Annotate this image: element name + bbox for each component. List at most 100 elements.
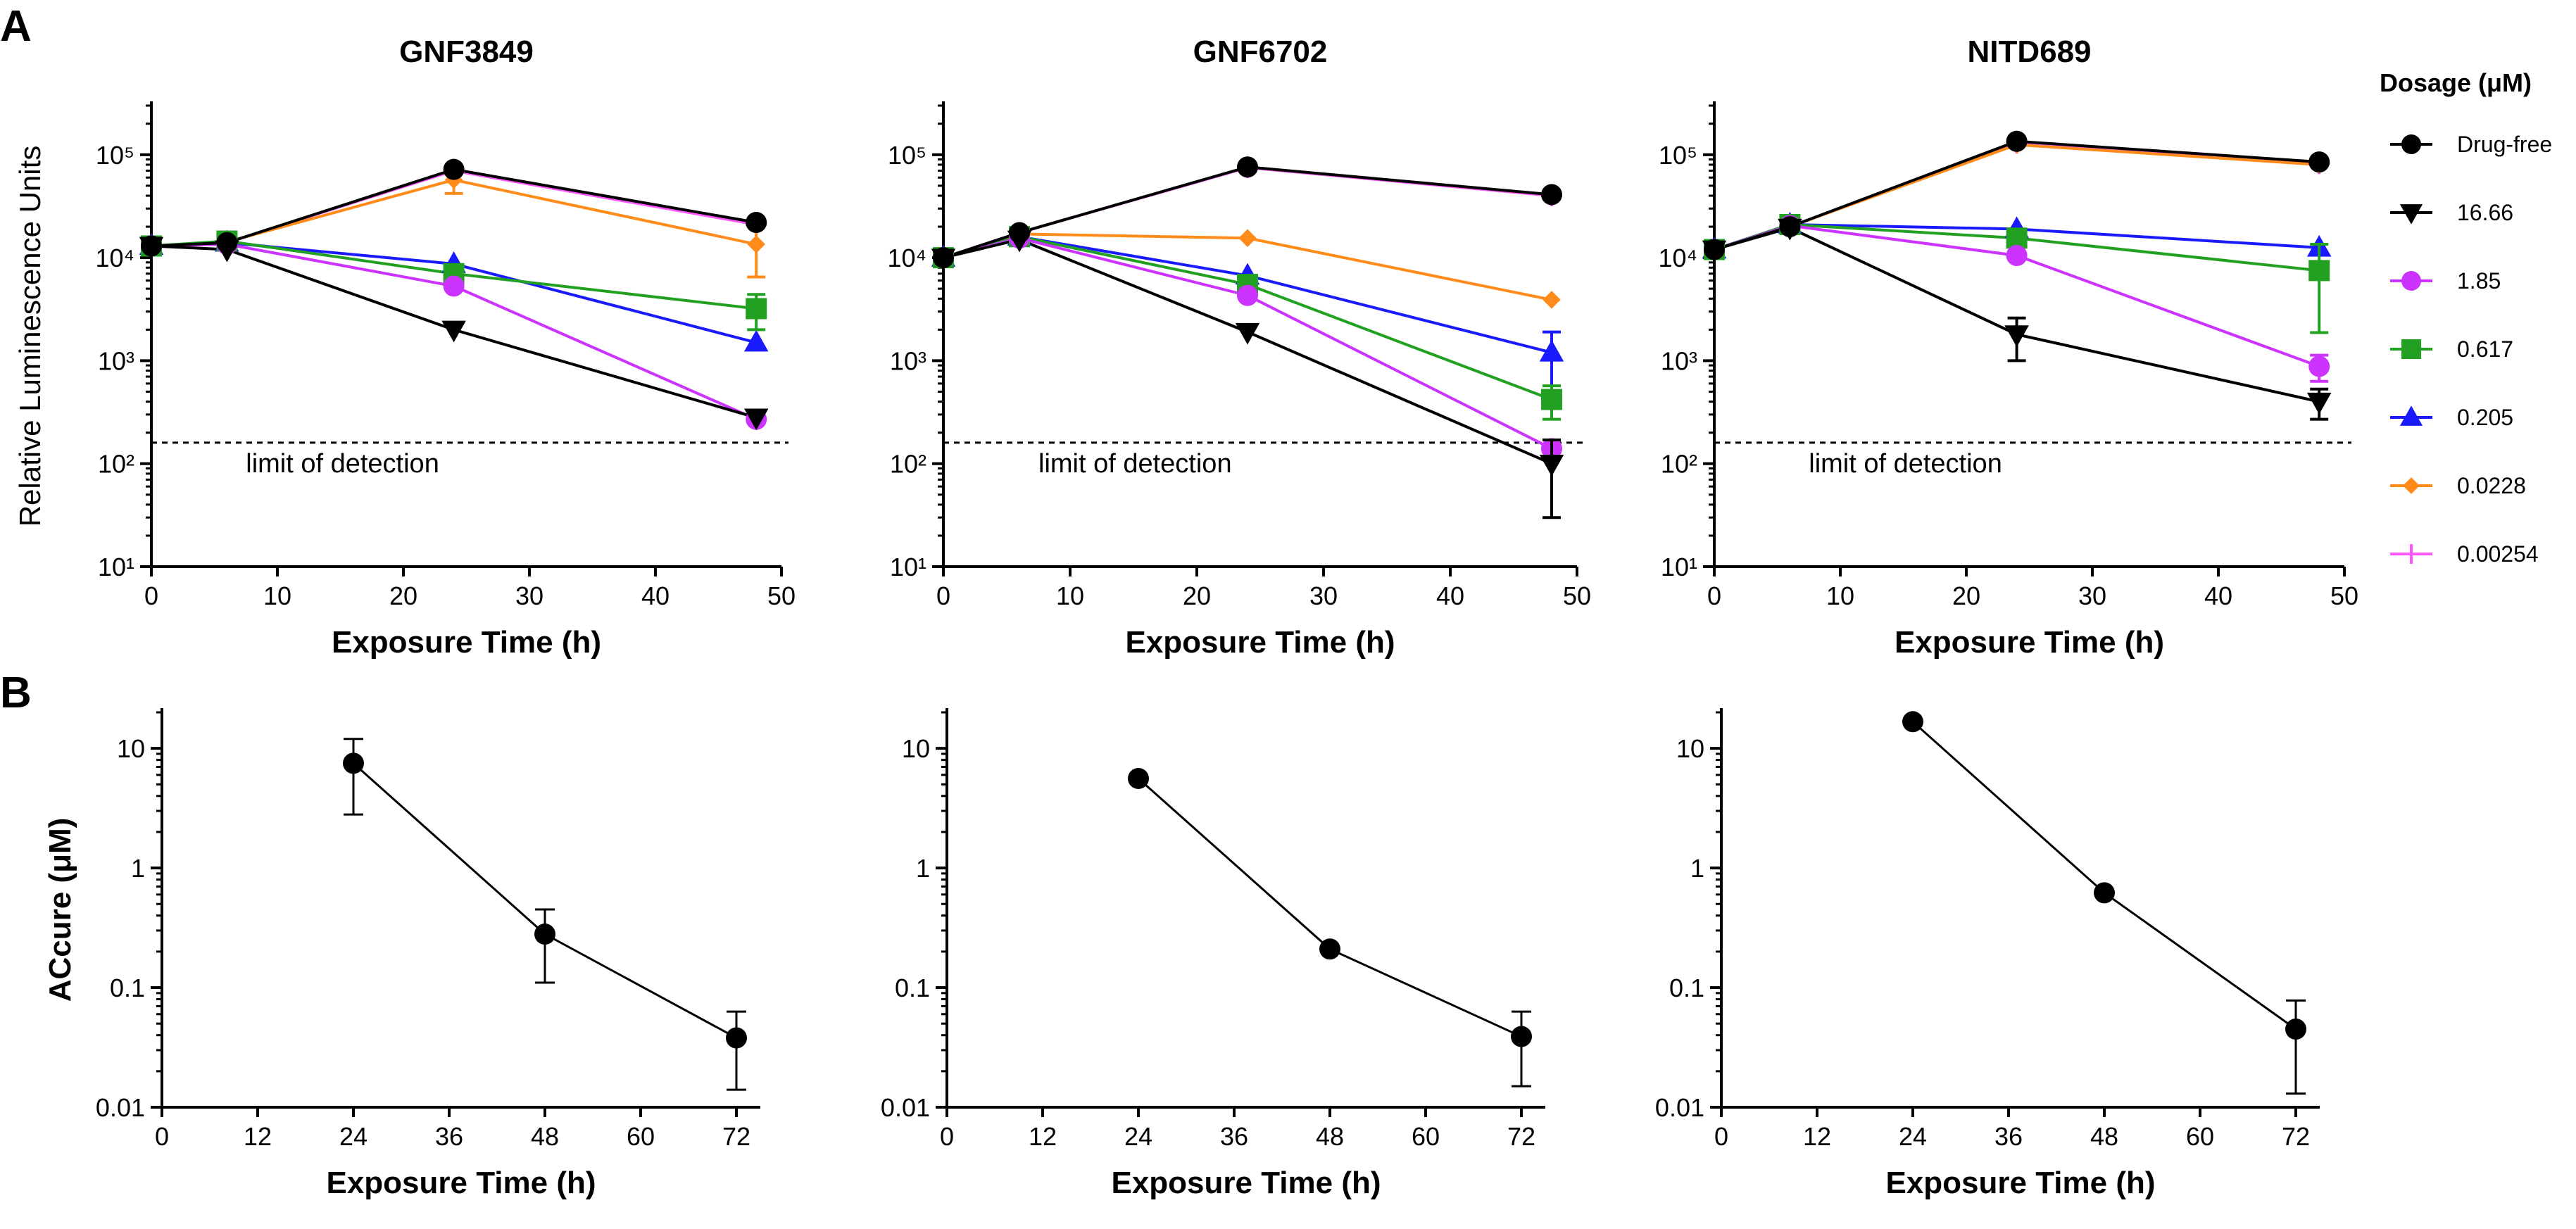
y-tick-label: 10⁴ bbox=[887, 244, 926, 272]
data-point bbox=[2004, 325, 2029, 348]
data-point bbox=[1902, 711, 1923, 733]
legend-label: 16.66 bbox=[2457, 200, 2513, 225]
data-point bbox=[2094, 882, 2115, 904]
chart-2: 0 10 20 30 40 50 10¹ 10² 10³ 10⁴ 10⁵ GNF6702 Exposur… bbox=[887, 34, 1591, 660]
x-tick-label: 48 bbox=[1316, 1122, 1344, 1151]
data-point bbox=[443, 275, 465, 297]
legend-item: 0.617 bbox=[2390, 336, 2513, 362]
data-point bbox=[743, 329, 769, 352]
data-point bbox=[1237, 284, 1258, 306]
data-point bbox=[1009, 222, 1030, 244]
y-tick-label: 0.1 bbox=[895, 973, 930, 1002]
x-tick-label: 72 bbox=[1507, 1122, 1535, 1151]
x-axis-title: Exposure Time (h) bbox=[1895, 625, 2164, 660]
series-line-Drug-free bbox=[943, 165, 1552, 260]
y-tick-label: 1 bbox=[916, 854, 930, 883]
y-axis-title: Relative Luminescence Units bbox=[13, 146, 46, 527]
data-point bbox=[1539, 454, 1564, 477]
data-point bbox=[2006, 245, 2028, 267]
legend-label: 0.205 bbox=[2457, 405, 2513, 430]
y-tick-label: 10³ bbox=[890, 346, 926, 375]
data-point bbox=[746, 298, 767, 320]
legend-label: 1.85 bbox=[2457, 268, 2501, 294]
x-tick-label: 50 bbox=[767, 581, 796, 610]
x-tick-label: 50 bbox=[2330, 581, 2358, 610]
y-tick-label: 0.01 bbox=[96, 1093, 145, 1122]
y-tick-label: 10⁴ bbox=[1658, 244, 1697, 272]
legend-label: Drug-free bbox=[2457, 132, 2552, 157]
x-tick-label: 12 bbox=[244, 1122, 272, 1151]
data-point bbox=[1543, 291, 1561, 309]
chart-title: GNF6702 bbox=[1193, 34, 1328, 69]
x-tick-label: 40 bbox=[641, 581, 670, 610]
y-tick-label: 10³ bbox=[98, 346, 134, 375]
x-tick-label: 12 bbox=[1803, 1122, 1831, 1151]
legend-marker bbox=[2399, 405, 2423, 426]
data-point bbox=[1237, 156, 1258, 178]
y-tick-label: 10¹ bbox=[890, 553, 926, 581]
data-point bbox=[1539, 339, 1564, 362]
x-tick-label: 60 bbox=[2186, 1122, 2214, 1151]
x-tick-label: 48 bbox=[531, 1122, 559, 1151]
y-tick-label: 10 bbox=[1676, 734, 1704, 763]
legend-item: Drug-free bbox=[2390, 132, 2552, 157]
series-line-Drug-free bbox=[1714, 139, 2320, 251]
data-point bbox=[1541, 389, 1562, 410]
y-tick-label: 10² bbox=[1661, 450, 1697, 479]
x-tick-label: 12 bbox=[1029, 1122, 1057, 1151]
data-point bbox=[141, 235, 162, 257]
y-tick-label: 10⁵ bbox=[96, 141, 134, 170]
legend-item: 16.66 bbox=[2390, 200, 2513, 225]
x-tick-label: 0 bbox=[940, 1122, 954, 1151]
series-line bbox=[1912, 721, 2297, 1031]
x-axis-title: Exposure Time (h) bbox=[1885, 1166, 2155, 1200]
data-point bbox=[2285, 1018, 2306, 1040]
x-axis-title: Exposure Time (h) bbox=[1125, 625, 1395, 660]
legend-item: 1.85 bbox=[2390, 268, 2501, 294]
chart-3: 0 10 20 30 40 50 10¹ 10² 10³ 10⁴ 10⁵ NITD689 Exposur… bbox=[1658, 34, 2358, 660]
data-point bbox=[343, 752, 364, 774]
data-point bbox=[216, 232, 238, 253]
x-tick-label: 48 bbox=[2090, 1122, 2118, 1151]
y-tick-label: 0.01 bbox=[1655, 1093, 1704, 1122]
series-line-16.66 bbox=[943, 238, 1552, 465]
x-tick-label: 10 bbox=[1826, 581, 1854, 610]
chart-6: 0 12 24 36 48 60 72 0.01 0.1 1 10 Exposure Time (h) bbox=[1655, 708, 2320, 1200]
y-tick-label: 10³ bbox=[1661, 346, 1697, 375]
data-point bbox=[747, 235, 765, 253]
x-tick-label: 60 bbox=[627, 1122, 655, 1151]
x-axis-title: Exposure Time (h) bbox=[332, 625, 601, 660]
chart-1: 0 10 20 30 40 50 10¹ 10² 10³ 10⁴ 10⁵ GNF3849 Exposur… bbox=[13, 34, 796, 660]
x-tick-label: 24 bbox=[339, 1122, 367, 1151]
data-point bbox=[534, 924, 555, 945]
data-point bbox=[1128, 767, 1149, 789]
y-tick-label: 1 bbox=[131, 854, 145, 883]
y-tick-label: 10 bbox=[902, 734, 930, 763]
series-line bbox=[353, 762, 737, 1039]
y-tick-label: 10⁵ bbox=[1659, 141, 1697, 170]
x-tick-label: 72 bbox=[722, 1122, 750, 1151]
x-axis-title: Exposure Time (h) bbox=[326, 1166, 596, 1200]
panel-a-label: A bbox=[0, 2, 32, 51]
x-tick-label: 60 bbox=[1412, 1122, 1440, 1151]
legend-title: Dosage (μM) bbox=[2380, 68, 2532, 97]
x-tick-label: 10 bbox=[1056, 581, 1084, 610]
x-tick-label: 0 bbox=[144, 581, 158, 610]
data-point bbox=[443, 158, 465, 180]
x-tick-label: 30 bbox=[2078, 581, 2106, 610]
y-tick-label: 10⁴ bbox=[95, 244, 134, 272]
data-point bbox=[743, 408, 769, 431]
legend-label: 0.617 bbox=[2457, 336, 2513, 362]
x-tick-label: 0 bbox=[1707, 581, 1721, 610]
data-point bbox=[2308, 151, 2330, 173]
x-tick-label: 24 bbox=[1899, 1122, 1927, 1151]
series-line-Drug-free bbox=[151, 168, 757, 248]
legend-marker bbox=[2403, 477, 2420, 494]
data-point bbox=[1235, 322, 1260, 345]
data-point bbox=[1238, 229, 1257, 248]
legend-marker bbox=[2401, 271, 2421, 291]
data-point bbox=[1541, 184, 1562, 206]
data-point bbox=[726, 1027, 747, 1049]
x-tick-label: 36 bbox=[435, 1122, 463, 1151]
x-tick-label: 30 bbox=[515, 581, 544, 610]
